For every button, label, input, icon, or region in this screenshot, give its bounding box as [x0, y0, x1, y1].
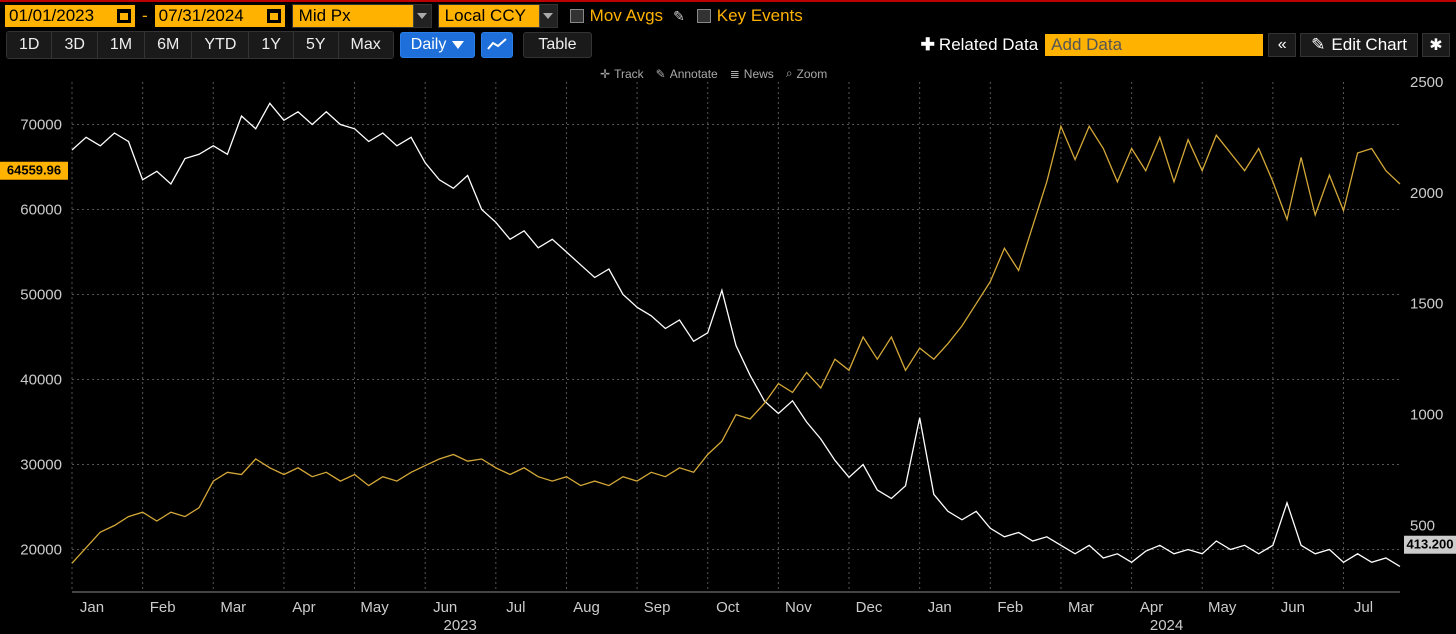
svg-text:Jun: Jun — [1281, 599, 1305, 616]
pencil-icon[interactable]: ✎ — [673, 8, 685, 25]
frequency-value: Daily — [411, 36, 447, 54]
range-button-5y[interactable]: 5Y — [294, 32, 339, 58]
range-button-3d[interactable]: 3D — [52, 32, 97, 58]
date-from-input[interactable]: 01/01/2023 — [4, 4, 136, 28]
svg-text:40000: 40000 — [20, 372, 62, 389]
add-data-input[interactable]: Add Data — [1044, 33, 1264, 57]
price-type-select[interactable]: Mid Px — [292, 4, 432, 28]
svg-text:Jul: Jul — [1354, 599, 1373, 616]
table-button[interactable]: Table — [523, 32, 591, 58]
range-button-1y[interactable]: 1Y — [249, 32, 294, 58]
track-tool[interactable]: ✛Track — [600, 66, 644, 81]
svg-text:30000: 30000 — [20, 457, 62, 474]
svg-text:1500: 1500 — [1410, 296, 1443, 313]
calendar-icon — [267, 9, 281, 23]
svg-text:50000: 50000 — [20, 287, 62, 304]
svg-text:64559.96: 64559.96 — [7, 163, 61, 178]
svg-text:Feb: Feb — [150, 599, 176, 616]
svg-text:Jan: Jan — [80, 599, 104, 616]
svg-text:Dec: Dec — [856, 599, 883, 616]
chart-type-button[interactable] — [481, 32, 513, 58]
edit-chart-button[interactable]: ✎ Edit Chart — [1300, 33, 1418, 57]
svg-text:Oct: Oct — [716, 599, 740, 616]
svg-text:Apr: Apr — [292, 599, 315, 616]
range-button-group: 1D3D1M6MYTD1Y5YMax — [6, 31, 394, 59]
svg-text:500: 500 — [1410, 517, 1435, 534]
range-button-6m[interactable]: 6M — [145, 32, 192, 58]
crosshair-icon: ✛ — [600, 67, 610, 81]
price-chart[interactable]: 20000 30000 40000 50000 60000 70000 500 1000 150… — [0, 62, 1456, 634]
add-data-placeholder: Add Data — [1051, 35, 1122, 55]
mov-avgs-toggle[interactable]: Mov Avgs ✎ — [570, 6, 685, 26]
news-tool[interactable]: ≣News — [730, 66, 774, 81]
svg-text:20000: 20000 — [20, 542, 62, 559]
calendar-icon — [117, 9, 131, 23]
chevron-down-icon — [413, 5, 431, 27]
zoom-icon: ⌕ — [786, 66, 793, 81]
svg-text:2500: 2500 — [1410, 74, 1443, 91]
pencil-icon: ✎ — [656, 67, 666, 81]
price-type-value: Mid Px — [293, 5, 413, 27]
currency-value: Local CCY — [439, 5, 539, 27]
range-button-1m[interactable]: 1M — [98, 32, 145, 58]
svg-text:2000: 2000 — [1410, 185, 1443, 202]
svg-text:Mar: Mar — [1068, 599, 1094, 616]
pencil-icon: ✎ — [1311, 35, 1325, 55]
chart-tools: ✛Track ✎Annotate ≣News ⌕Zoom — [600, 66, 827, 81]
chevron-down-icon — [539, 5, 557, 27]
plus-icon: ✚ — [921, 35, 935, 55]
currency-select[interactable]: Local CCY — [438, 4, 558, 28]
range-button-max[interactable]: Max — [339, 32, 393, 58]
related-data-label: Related Data — [939, 35, 1038, 55]
svg-text:70000: 70000 — [20, 117, 62, 134]
range-button-ytd[interactable]: YTD — [192, 32, 249, 58]
collapse-button[interactable]: « — [1268, 33, 1296, 57]
key-events-toggle[interactable]: Key Events — [697, 6, 803, 26]
svg-text:May: May — [360, 599, 389, 616]
date-range-dash: - — [138, 6, 152, 26]
svg-text:Nov: Nov — [785, 599, 812, 616]
svg-text:413.200: 413.200 — [1407, 537, 1454, 552]
svg-text:60000: 60000 — [20, 202, 62, 219]
svg-text:2024: 2024 — [1150, 617, 1183, 634]
svg-text:1000: 1000 — [1410, 407, 1443, 424]
checkbox-icon — [697, 9, 711, 23]
frequency-select[interactable]: Daily — [400, 32, 476, 58]
chevron-down-icon — [452, 41, 464, 49]
table-label: Table — [538, 36, 576, 54]
related-data-button[interactable]: ✚ Related Data — [921, 35, 1038, 55]
date-to-value: 07/31/2024 — [159, 6, 244, 26]
svg-text:Apr: Apr — [1140, 599, 1163, 616]
svg-text:Aug: Aug — [573, 599, 600, 616]
zoom-tool[interactable]: ⌕Zoom — [786, 66, 827, 81]
svg-text:Mar: Mar — [220, 599, 246, 616]
svg-text:Sep: Sep — [644, 599, 671, 616]
date-to-input[interactable]: 07/31/2024 — [154, 4, 286, 28]
svg-text:May: May — [1208, 599, 1237, 616]
svg-text:Jul: Jul — [506, 599, 525, 616]
checkbox-icon — [570, 9, 584, 23]
mov-avgs-label: Mov Avgs — [590, 6, 663, 26]
date-from-value: 01/01/2023 — [9, 6, 94, 26]
edit-chart-label: Edit Chart — [1331, 35, 1407, 55]
settings-button[interactable]: ✱ — [1422, 33, 1450, 57]
chevron-left-double-icon: « — [1278, 36, 1287, 54]
key-events-label: Key Events — [717, 6, 803, 26]
svg-text:2023: 2023 — [444, 617, 477, 634]
range-button-1d[interactable]: 1D — [7, 32, 52, 58]
svg-text:Jun: Jun — [433, 599, 457, 616]
gear-icon: ✱ — [1429, 35, 1442, 55]
news-icon: ≣ — [730, 67, 740, 81]
svg-text:Feb: Feb — [997, 599, 1023, 616]
svg-text:Jan: Jan — [928, 599, 952, 616]
annotate-tool[interactable]: ✎Annotate — [656, 66, 718, 81]
line-chart-icon — [487, 38, 507, 52]
